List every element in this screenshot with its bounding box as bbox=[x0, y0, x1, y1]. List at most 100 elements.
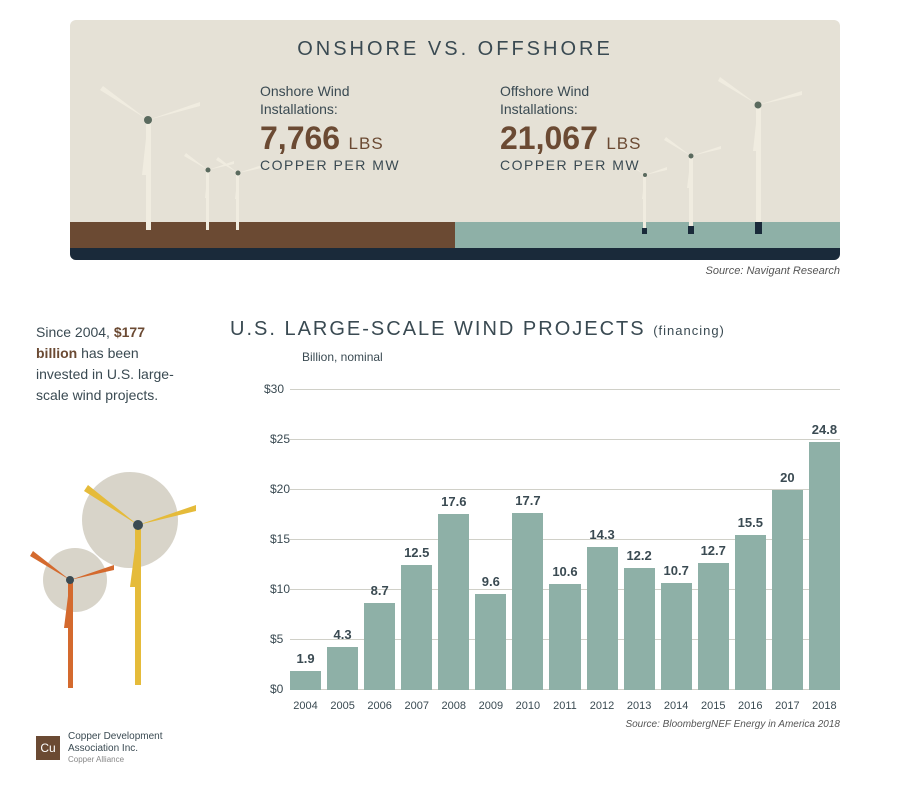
x-labels: 2004 2005 2006 2007 2008 2009 2010 2011 2012 2013… bbox=[290, 700, 840, 712]
chart-title: U.S. LARGE-SCALE WIND PROJECTS (financin… bbox=[230, 318, 725, 341]
bar: 9.6 bbox=[475, 594, 506, 690]
bar-chart: Billion, nominal $0$5$10$15$20$25$30 1.9… bbox=[230, 360, 850, 730]
bar-value: 12.2 bbox=[626, 548, 651, 563]
bar-value: 14.3 bbox=[589, 527, 614, 542]
bars-container: 1.94.38.712.517.69.617.710.614.312.210.7… bbox=[290, 390, 840, 690]
x-tick: 2012 bbox=[587, 700, 618, 712]
onshore-stat: Onshore Wind Installations: 7,766 LBS CO… bbox=[260, 82, 500, 173]
bar-value: 20 bbox=[780, 470, 794, 485]
bar-value: 4.3 bbox=[334, 627, 352, 642]
bar-col: 17.6 bbox=[438, 514, 469, 690]
logo-symbol: Cu bbox=[36, 736, 60, 760]
bar-col: 12.5 bbox=[401, 565, 432, 690]
bar: 12.2 bbox=[624, 568, 655, 690]
x-tick: 2015 bbox=[698, 700, 729, 712]
bar: 12.7 bbox=[698, 563, 729, 690]
y-tick: $25 bbox=[270, 432, 290, 446]
x-tick: 2016 bbox=[735, 700, 766, 712]
onshore-number: 7,766 bbox=[260, 120, 340, 157]
y-tick: $30 bbox=[264, 382, 284, 396]
bar-value: 9.6 bbox=[482, 574, 500, 589]
sidebar-blurb: Since 2004, $177 billion has been invest… bbox=[36, 322, 186, 406]
base-strip bbox=[70, 248, 840, 260]
bar: 8.7 bbox=[364, 603, 395, 690]
logo-text: Copper Development Association Inc. Copp… bbox=[68, 731, 163, 765]
bar-col: 14.3 bbox=[587, 547, 618, 690]
bar-value: 12.5 bbox=[404, 545, 429, 560]
bar: 12.5 bbox=[401, 565, 432, 690]
chart-source: Source: BloombergNEF Energy in America 2… bbox=[625, 719, 840, 730]
x-tick: 2014 bbox=[661, 700, 692, 712]
x-tick: 2006 bbox=[364, 700, 395, 712]
top-source: Source: Navigant Research bbox=[705, 265, 840, 277]
offshore-unit: LBS bbox=[606, 134, 641, 154]
bar-value: 12.7 bbox=[701, 543, 726, 558]
x-tick: 2009 bbox=[475, 700, 506, 712]
bar-value: 24.8 bbox=[812, 422, 837, 437]
logo-line1: Copper Development bbox=[68, 731, 163, 743]
bar: 4.3 bbox=[327, 647, 358, 690]
bar-col: 15.5 bbox=[735, 535, 766, 690]
offshore-stat: Offshore Wind Installations: 21,067 LBS … bbox=[500, 82, 740, 173]
turbine-onshore-small2-icon bbox=[210, 145, 265, 230]
bar: 20 bbox=[772, 490, 803, 690]
bar-col: 9.6 bbox=[475, 594, 506, 690]
bar-value: 10.6 bbox=[552, 564, 577, 579]
x-tick: 2010 bbox=[512, 700, 543, 712]
bar-value: 8.7 bbox=[371, 583, 389, 598]
bar-col: 1.9 bbox=[290, 671, 321, 690]
bar-value: 15.5 bbox=[738, 515, 763, 530]
y-tick: $5 bbox=[270, 632, 283, 646]
bar-col: 20 bbox=[772, 490, 803, 690]
bar-col: 10.7 bbox=[661, 583, 692, 690]
y-tick: $10 bbox=[270, 582, 290, 596]
onshore-unit: LBS bbox=[349, 134, 384, 154]
logo-line2: Association Inc. bbox=[68, 743, 163, 755]
y-tick: $0 bbox=[270, 682, 283, 696]
onshore-label1: Onshore Wind bbox=[260, 82, 500, 100]
bar-value: 10.7 bbox=[664, 563, 689, 578]
footer-logo: Cu Copper Development Association Inc. C… bbox=[36, 731, 163, 765]
bar-col: 4.3 bbox=[327, 647, 358, 690]
bar-col: 8.7 bbox=[364, 603, 395, 690]
x-tick: 2017 bbox=[772, 700, 803, 712]
y-unit: Billion, nominal bbox=[302, 350, 383, 364]
chart-title-main: U.S. LARGE-SCALE WIND PROJECTS bbox=[230, 318, 646, 340]
decorative-turbines-icon bbox=[20, 450, 200, 690]
offshore-label2: Installations: bbox=[500, 100, 740, 118]
bar: 17.6 bbox=[438, 514, 469, 690]
bar-value: 17.6 bbox=[441, 494, 466, 509]
bar: 14.3 bbox=[587, 547, 618, 690]
bar-col: 12.7 bbox=[698, 563, 729, 690]
x-tick: 2004 bbox=[290, 700, 321, 712]
bar-col: 17.7 bbox=[512, 513, 543, 690]
x-tick: 2005 bbox=[327, 700, 358, 712]
onshore-sub: COPPER PER MW bbox=[260, 157, 500, 173]
bar: 15.5 bbox=[735, 535, 766, 690]
panel-title: ONSHORE VS. OFFSHORE bbox=[70, 20, 840, 61]
bar: 24.8 bbox=[809, 442, 840, 690]
onshore-label2: Installations: bbox=[260, 100, 500, 118]
bar: 17.7 bbox=[512, 513, 543, 690]
chart-title-sub: (financing) bbox=[653, 323, 725, 338]
y-tick: $20 bbox=[270, 482, 290, 496]
bar-col: 12.2 bbox=[624, 568, 655, 690]
x-tick: 2007 bbox=[401, 700, 432, 712]
blurb-pre: Since 2004, bbox=[36, 324, 114, 340]
bar: 10.7 bbox=[661, 583, 692, 690]
offshore-label1: Offshore Wind bbox=[500, 82, 740, 100]
y-tick: $15 bbox=[270, 532, 290, 546]
x-tick: 2011 bbox=[549, 700, 580, 712]
comparison-panel: ONSHORE VS. OFFSHORE bbox=[70, 20, 840, 260]
offshore-sub: COPPER PER MW bbox=[500, 157, 740, 173]
x-tick: 2013 bbox=[624, 700, 655, 712]
bar-value: 17.7 bbox=[515, 493, 540, 508]
bar-col: 24.8 bbox=[809, 442, 840, 690]
bar-value: 1.9 bbox=[296, 651, 314, 666]
bar: 10.6 bbox=[549, 584, 580, 690]
bar: 1.9 bbox=[290, 671, 321, 690]
logo-sub: Copper Alliance bbox=[68, 755, 163, 765]
x-tick: 2008 bbox=[438, 700, 469, 712]
bar-col: 10.6 bbox=[549, 584, 580, 690]
x-tick: 2018 bbox=[809, 700, 840, 712]
